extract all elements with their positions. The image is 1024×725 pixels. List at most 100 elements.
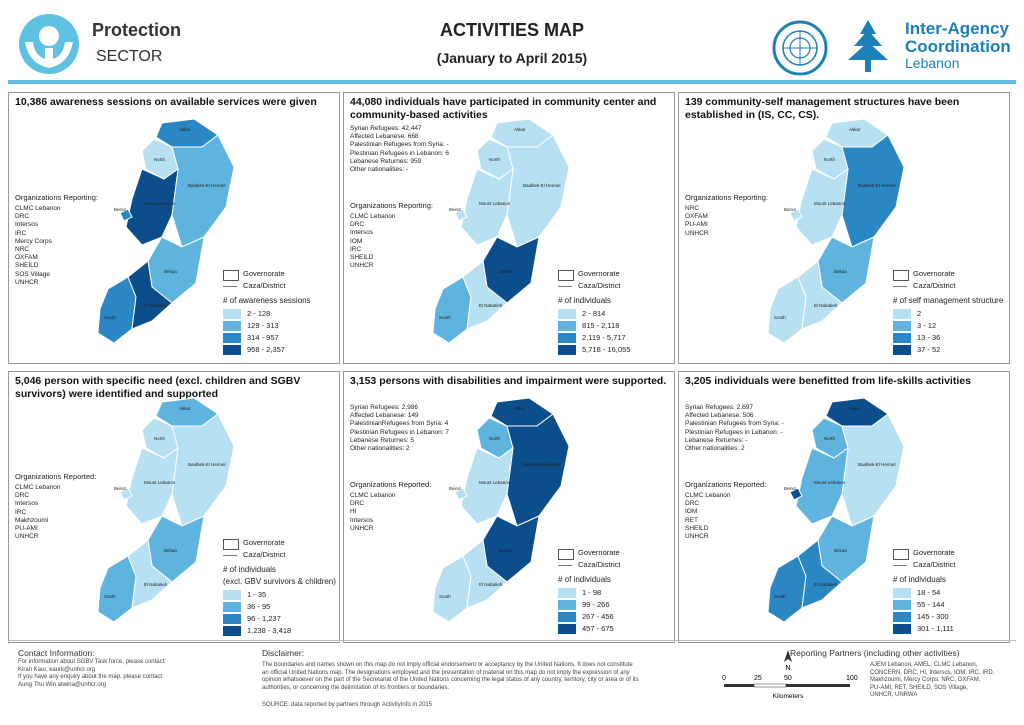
map-panel: 5,046 person with specific need (excl. c… bbox=[8, 371, 340, 643]
governorate-label: Akkar bbox=[514, 406, 526, 411]
legend-class-label: 1 - 98 bbox=[582, 588, 602, 597]
organization-item: CLMC Lebanon bbox=[15, 484, 61, 491]
legend-district: Caza/District bbox=[223, 281, 331, 293]
legend-class-swatch bbox=[558, 600, 576, 610]
governorate-label: El Nabatieh bbox=[144, 582, 168, 587]
legend-class-label: 815 - 2,118 bbox=[582, 321, 620, 330]
map-legend: Governorate Caza/District # of individuals… bbox=[558, 269, 666, 356]
population-breakdown: Syrian Refugees: 2,986 Affected Lebanese:… bbox=[350, 404, 449, 453]
organization-item: RET bbox=[685, 516, 698, 524]
population-line: Lebanese Returnes: 5 bbox=[350, 436, 414, 444]
governorate-swatch bbox=[558, 549, 574, 560]
organization-item: UNHCR bbox=[15, 533, 39, 541]
legend-class-label: 267 - 456 bbox=[582, 612, 614, 621]
legend-class-label: 1 - 35 bbox=[247, 590, 267, 599]
district-swatch bbox=[558, 565, 572, 566]
governorate-label: Beirut bbox=[449, 486, 462, 491]
map-region-nabatieh bbox=[797, 539, 843, 609]
district-label: Caza/District bbox=[913, 281, 956, 290]
legend-class: 314 - 957 bbox=[223, 332, 331, 344]
organization-item: UNHCR bbox=[15, 278, 39, 286]
contact-line: Aung Thu Win atwina@unhcr.org bbox=[18, 681, 107, 688]
governorate-label: Beirut bbox=[784, 486, 797, 491]
organization-item: SOS Village bbox=[15, 270, 50, 278]
legend-class-swatch bbox=[223, 345, 241, 355]
organization-item: SHEILD bbox=[685, 524, 709, 532]
population-line: PalestinianRefugees from Syria: 4 bbox=[350, 420, 449, 428]
district-label: Caza/District bbox=[243, 550, 286, 559]
partners-line: AJEM Lebanon, AMEL, CLMC Lebanon, bbox=[870, 662, 978, 668]
legend-class-swatch bbox=[223, 309, 241, 319]
map-region-beirut bbox=[119, 208, 133, 222]
organizations-list: CLMC Lebanon DRC Intersos IRC Mercy Corps NRC… bbox=[15, 205, 61, 287]
legend-class-swatch bbox=[893, 333, 911, 343]
population-breakdown: Syrian Refugees: 2,697 Affected Lebanese:… bbox=[685, 404, 784, 453]
legend-class-label: 96 - 1,237 bbox=[247, 614, 281, 623]
choropleth-map: Akkar North Baalbek-El Hermel Mount Lebanon… bbox=[97, 118, 235, 344]
page-subtitle: (January to April 2015) bbox=[436, 50, 588, 66]
organization-item: DRC bbox=[15, 492, 30, 500]
map-legend: Governorate Caza/District # of individuals… bbox=[893, 548, 1001, 635]
map-region-nabatieh bbox=[462, 260, 508, 330]
legend-class-label: 37 - 52 bbox=[917, 345, 941, 354]
governorate-label: Baalbek-El Hermel bbox=[188, 183, 226, 188]
legend-class: 3 - 12 bbox=[893, 320, 1001, 332]
organization-item: IRC bbox=[15, 229, 27, 237]
legend-district: Caza/District bbox=[558, 560, 666, 572]
footer: Contact Information: For information abo… bbox=[0, 640, 1024, 725]
governorate-label: South bbox=[104, 315, 116, 320]
organizations-heading: Organizations Reporting: bbox=[15, 193, 98, 202]
header-divider bbox=[8, 80, 1016, 84]
choropleth-map: Akkar North Baalbek-El Hermel Mount Lebanon… bbox=[97, 397, 235, 623]
legend-class-label: 2 - 128 bbox=[247, 309, 271, 318]
legend-note: (excl. GBV survivors & children) bbox=[223, 577, 336, 586]
map-legend: Governorate Caza/District # of individuals… bbox=[558, 548, 666, 635]
legend-class: 1 - 35 bbox=[223, 589, 331, 601]
legend-class-swatch bbox=[223, 614, 241, 624]
scale-tick-50: 50 bbox=[784, 675, 792, 682]
protection-hands-logo-icon bbox=[19, 14, 79, 74]
panel-title: 10,386 awareness sessions on available s… bbox=[15, 96, 317, 108]
map-region-south bbox=[767, 555, 807, 623]
governorate-swatch bbox=[893, 549, 909, 560]
district-label: Caza/District bbox=[578, 560, 621, 569]
population-line: Affected Lebanese: 149 bbox=[350, 412, 419, 420]
legend-class-swatch bbox=[558, 333, 576, 343]
map-region-beirut bbox=[454, 487, 468, 501]
governorate-label: North bbox=[154, 157, 166, 162]
map-region-baalbek bbox=[506, 134, 570, 248]
legend-title: # of self management structure bbox=[893, 296, 1004, 305]
organizations-list: CLMC Lebanon DRC IOM RET SHEILD UNHCR bbox=[685, 492, 731, 541]
legend-class-swatch bbox=[893, 588, 911, 598]
choropleth-map: Akkar North Baalbek-El Hermel Mount Lebanon… bbox=[432, 397, 570, 623]
legend-class: 2 bbox=[893, 308, 1001, 320]
legend-governorate: Governorate bbox=[223, 269, 331, 281]
legend-class-label: 3 - 12 bbox=[917, 321, 937, 330]
choropleth-map: Akkar North Baalbek-El Hermel Mount Lebanon… bbox=[432, 118, 570, 344]
population-line: Syrian Refugees: 42,447 bbox=[350, 125, 422, 132]
organizations-list: CLMC Lebanon DRC Intersos IOM IRC SHEILD UNHCR bbox=[350, 213, 396, 270]
partners-line: Makhzoumi, Mercy Corps, NRC, OXFAM, bbox=[870, 677, 981, 684]
legend-class-label: 2 - 814 bbox=[582, 309, 606, 318]
legend-governorate: Governorate bbox=[893, 269, 1001, 281]
population-line: Affected Lebanese: 668 bbox=[350, 133, 419, 141]
legend-class-label: 99 - 266 bbox=[582, 600, 610, 609]
governorate-label: Mount Lebanon bbox=[144, 201, 176, 206]
panel-title: 139 community-self management structures… bbox=[685, 96, 960, 121]
map-region-mount_lebanon bbox=[460, 446, 514, 525]
organizations-list: CLMC Lebanon DRC Intersos IRC Makhzoumi PU-AM… bbox=[15, 484, 61, 541]
legend-class: 2 - 814 bbox=[558, 308, 666, 320]
legend-class-label: 958 - 2,357 bbox=[247, 345, 285, 354]
governorate-label: Beirut bbox=[449, 207, 462, 212]
governorate-label: Beirut bbox=[114, 207, 127, 212]
organization-item: UNHCR bbox=[685, 533, 709, 541]
organization-item: CLMC Lebanon bbox=[685, 492, 731, 499]
legend-title: # of individuals bbox=[558, 575, 611, 584]
legend-class: 301 - 1,111 bbox=[893, 623, 1001, 635]
legend-class-swatch bbox=[558, 624, 576, 634]
scale-bar: N 0 25 50 100 Kilometers bbox=[722, 650, 858, 700]
map-region-baalbek bbox=[171, 134, 235, 248]
governorate-label: South bbox=[439, 315, 451, 320]
organization-item: Mercy Corps bbox=[15, 237, 52, 245]
organization-item: CLMC Lebanon bbox=[15, 205, 61, 212]
